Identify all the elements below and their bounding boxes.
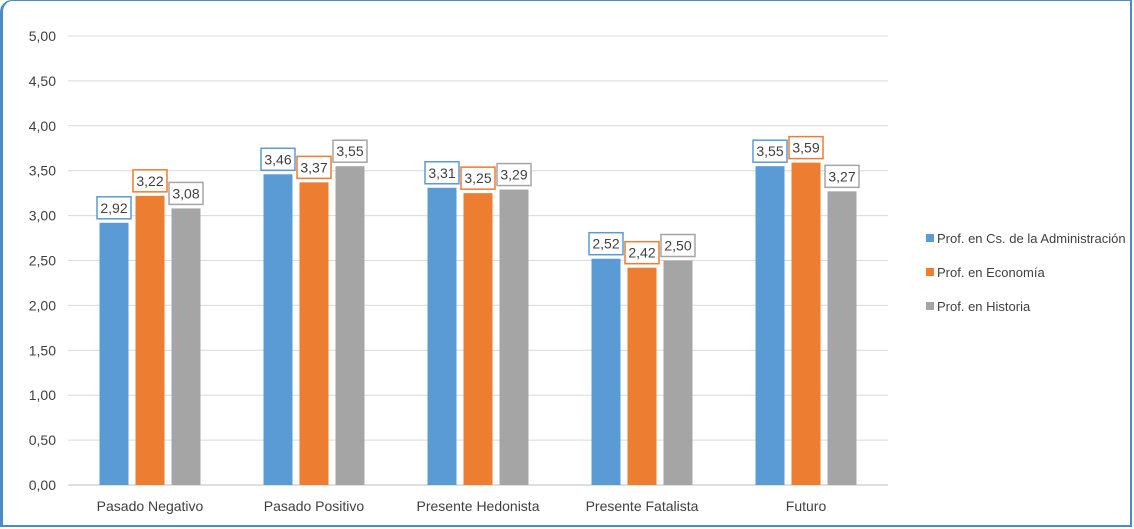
y-tick-label: 3,00 [29, 208, 56, 224]
category-label: Presente Fatalista [586, 498, 699, 514]
y-tick-label: 3,50 [29, 163, 56, 179]
data-label-box [96, 196, 132, 220]
category-label: Pasado Negativo [97, 498, 204, 514]
legend-swatch-1 [926, 268, 934, 276]
data-label: 3,08 [172, 185, 199, 201]
y-tick-label: 0,50 [29, 432, 56, 448]
gridlines [68, 35, 888, 486]
data-label-box [260, 147, 296, 172]
data-label: 3,27 [828, 168, 855, 184]
legend-item-0: Prof. en Cs. de la Administración [926, 228, 1126, 248]
legend-label-1: Prof. en Economía [937, 264, 1045, 280]
data-label-box [132, 169, 168, 193]
y-axis-ticks: 0,00 0,50 1,00 1,50 2,00 2,50 3,00 3,50 4,00 4,50… [29, 28, 56, 493]
bar [755, 166, 785, 485]
data-label-box [824, 164, 860, 189]
data-label-box [624, 240, 660, 265]
y-tick-label: 5,00 [29, 28, 56, 44]
bar [827, 191, 857, 485]
data-label-box [588, 231, 624, 256]
legend-swatch-2 [926, 302, 934, 310]
bar [171, 208, 201, 485]
y-tick-label: 1,00 [29, 387, 56, 403]
bar [427, 187, 457, 485]
data-label: 3,25 [464, 170, 491, 186]
data-label-box [752, 139, 788, 163]
y-tick-label: 4,50 [29, 73, 56, 89]
data-label-box [460, 166, 496, 190]
bar [335, 166, 365, 485]
bar [299, 182, 329, 485]
y-tick-label: 4,00 [29, 118, 56, 134]
data-label-box [496, 162, 532, 187]
legend-swatch-0 [926, 234, 934, 242]
data-label-box [168, 181, 204, 206]
y-tick-label: 2,50 [29, 253, 56, 269]
data-label: 2,50 [664, 238, 691, 254]
data-label-box [296, 155, 332, 180]
data-label: 2,42 [628, 245, 655, 261]
y-tick-label: 0,00 [29, 477, 56, 493]
category-label: Presente Hedonista [417, 498, 540, 514]
data-label: 3,59 [792, 140, 819, 156]
bars [99, 162, 857, 486]
data-label: 3,55 [336, 143, 363, 159]
bar [135, 195, 165, 485]
data-label: 3,22 [136, 173, 163, 189]
data-labels: 2,92 3,22 3,08 3,46 3,37 3,55 3,31 3,25 3,29 2,52… [96, 135, 860, 265]
bar [663, 260, 693, 485]
data-label: 3,29 [500, 167, 527, 183]
data-label-box [660, 233, 696, 258]
legend-label-0: Prof. en Cs. de la Administración [937, 230, 1126, 246]
data-label: 3,46 [264, 151, 291, 167]
legend-label-2: Prof. en Historia [937, 298, 1031, 314]
data-label: 3,37 [300, 159, 327, 175]
data-label: 2,52 [592, 236, 619, 252]
data-label-box [424, 161, 460, 185]
y-tick-label: 2,00 [29, 297, 56, 313]
y-tick-label: 1,50 [29, 342, 56, 358]
data-label-box [332, 139, 368, 163]
bar [499, 189, 529, 486]
category-labels: Pasado Negativo Pasado Positivo Presente H… [97, 498, 827, 514]
data-label: 2,92 [100, 200, 127, 216]
data-label-box [788, 135, 824, 160]
bar [463, 193, 493, 485]
data-label: 3,31 [428, 165, 455, 181]
category-label: Pasado Positivo [264, 498, 365, 514]
data-label: 3,55 [756, 143, 783, 159]
legend-item-2: Prof. en Historia [926, 296, 1126, 316]
category-label: Futuro [786, 498, 827, 514]
bar [591, 258, 621, 485]
bar [791, 162, 821, 486]
legend-item-1: Prof. en Economía [926, 262, 1126, 282]
legend: Prof. en Cs. de la Administración Prof. … [926, 228, 1126, 330]
bar [627, 267, 657, 485]
bar [99, 222, 129, 485]
bar [263, 174, 293, 486]
